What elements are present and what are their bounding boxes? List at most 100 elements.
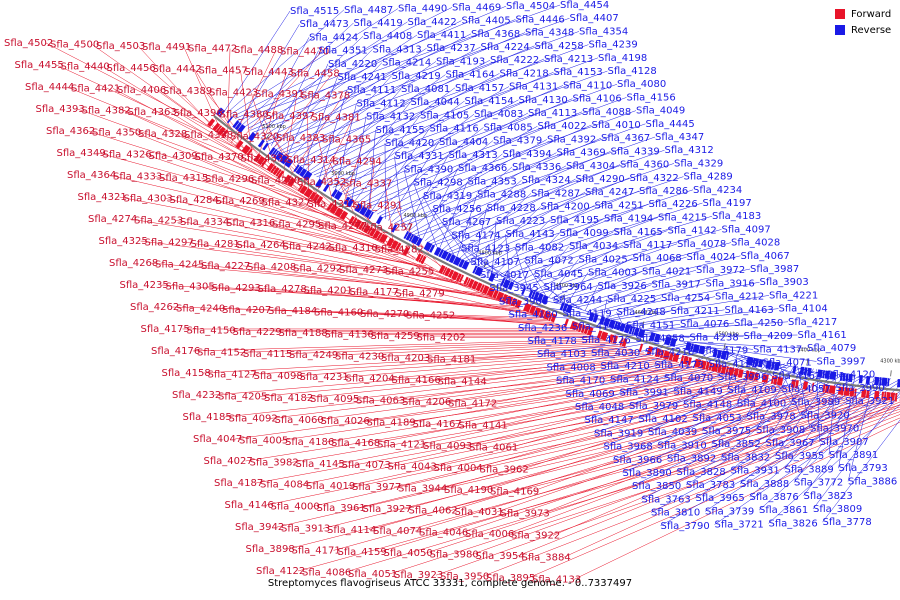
reverse-gene-label: Sfla_3921: [845, 396, 894, 407]
reverse-gene-label: Sfla_4130: [519, 95, 568, 106]
forward-gene-label: Sfla_4364: [67, 170, 116, 181]
forward-leader: [343, 406, 900, 573]
reverse-gene-label: Sfla_3739: [705, 506, 754, 517]
forward-gene: [353, 219, 362, 229]
forward-gene: [687, 357, 692, 366]
reverse-gene-label: Sfla_3892: [667, 454, 716, 465]
forward-gene-label: Sfla_3962: [480, 464, 529, 475]
reverse-gene: [874, 376, 880, 386]
forward-gene: [372, 230, 381, 240]
reverse-leader: [557, 255, 741, 301]
forward-gene-label: Sfla_4491: [142, 42, 191, 53]
reverse-gene: [507, 281, 515, 291]
reverse-gene-label: Sfla_4173: [655, 360, 704, 371]
forward-gene-label: Sfla_4282: [375, 244, 424, 255]
reverse-gene-label: Sfla_4057: [782, 384, 831, 395]
tick-label: 4400 kbp: [797, 348, 821, 354]
reverse-gene-label: Sfla_3975: [702, 426, 751, 437]
forward-gene-label: Sfla_4381: [312, 112, 361, 123]
reverse-gene-label: Sfla_4210: [601, 361, 650, 372]
reverse-leader: [268, 31, 580, 145]
tick-label: 4500 kbp: [715, 332, 739, 338]
tick-label: 4900 kbp: [404, 213, 428, 219]
reverse-leader: [483, 203, 649, 270]
forward-gene-label: Sfla_4328: [138, 129, 187, 140]
forward-gene: [315, 195, 324, 205]
reverse-leader: [360, 112, 529, 205]
reverse-gene-label: Sfla_4079: [807, 343, 856, 354]
reverse-leader: [382, 123, 646, 218]
reverse-leader: [349, 97, 627, 198]
forward-gene-label: Sfla_4031: [455, 507, 504, 518]
forward-gene: [577, 323, 583, 333]
reverse-gene-label: Sfla_4149: [674, 386, 723, 397]
forward-gene-label: Sfla_4186: [285, 437, 334, 448]
reverse-gene: [530, 290, 536, 300]
forward-leader: [297, 404, 900, 572]
reverse-gene-label: Sfla_3979: [629, 401, 678, 412]
forward-gene: [894, 392, 898, 402]
reverse-gene-label: Sfla_4070: [664, 373, 713, 384]
reverse-leader: [279, 46, 481, 152]
forward-leader: [397, 362, 680, 401]
reverse-gene-label: Sfla_4225: [607, 294, 656, 305]
reverse-gene-label: Sfla_3823: [804, 491, 853, 502]
forward-gene: [619, 337, 624, 346]
forward-leader: [204, 91, 276, 176]
forward-gene: [312, 193, 320, 203]
forward-gene-label: Sfla_3923: [394, 570, 443, 581]
reverse-gene-label: Sfla_4024: [687, 252, 736, 263]
reverse-gene-label: Sfla_3910: [658, 440, 707, 451]
forward-gene: [824, 384, 830, 394]
reverse-gene-label: Sfla_3850: [632, 481, 681, 492]
reverse-leader: [477, 206, 541, 267]
reverse-gene-label: Sfla_4223: [496, 216, 545, 227]
forward-gene-label: Sfla_4006: [465, 529, 514, 540]
reverse-gene-label: Sfla_4045: [534, 269, 583, 280]
reverse-gene: [364, 208, 373, 219]
reverse-leader: [232, 7, 453, 117]
forward-leader: [284, 341, 610, 355]
reverse-leader: [591, 283, 706, 313]
reverse-gene-label: Sfla_4110: [563, 80, 612, 91]
forward-leader: [276, 395, 848, 528]
forward-gene: [467, 278, 475, 288]
reverse-gene: [829, 371, 837, 380]
forward-gene-label: Sfla_4334: [180, 217, 229, 228]
reverse-leader: [612, 369, 824, 461]
reverse-gene-label: Sfla_4030: [591, 348, 640, 359]
reverse-leader: [374, 127, 484, 213]
reverse-gene: [599, 316, 606, 326]
forward-gene-label: Sfla_4363: [128, 107, 177, 118]
forward-gene-label: Sfla_4240: [176, 303, 225, 314]
forward-gene-label: Sfla_4352: [297, 177, 346, 188]
forward-leader: [439, 388, 803, 489]
reverse-gene: [391, 224, 398, 233]
forward-gene: [270, 165, 277, 174]
reverse-gene: [368, 211, 374, 220]
forward-gene-label: Sfla_4500: [50, 39, 99, 50]
reverse-gene-label: Sfla_4151: [626, 320, 675, 331]
forward-gene-label: Sfla_4000: [271, 501, 320, 512]
forward-gene: [221, 129, 229, 138]
forward-leader: [563, 404, 900, 558]
forward-leader: [376, 344, 619, 357]
reverse-leader: [442, 180, 522, 250]
forward-gene: [550, 313, 557, 323]
forward-gene-label: Sfla_4294: [333, 156, 382, 167]
reverse-gene-label: Sfla_4010: [592, 120, 641, 131]
reverse-leader: [468, 189, 694, 263]
forward-leader: [460, 397, 866, 533]
forward-gene-label: Sfla_4127: [208, 369, 257, 380]
reverse-leader: [822, 419, 900, 523]
reverse-leader: [432, 208, 472, 264]
reverse-leader: [289, 62, 383, 159]
reverse-gene: [257, 139, 265, 148]
forward-gene: [514, 299, 522, 309]
reverse-leader: [391, 140, 494, 223]
reverse-gene: [271, 148, 278, 157]
forward-gene-label: Sfla_3898: [246, 544, 295, 555]
reverse-leader: [245, 21, 408, 127]
reverse-gene: [692, 343, 700, 354]
